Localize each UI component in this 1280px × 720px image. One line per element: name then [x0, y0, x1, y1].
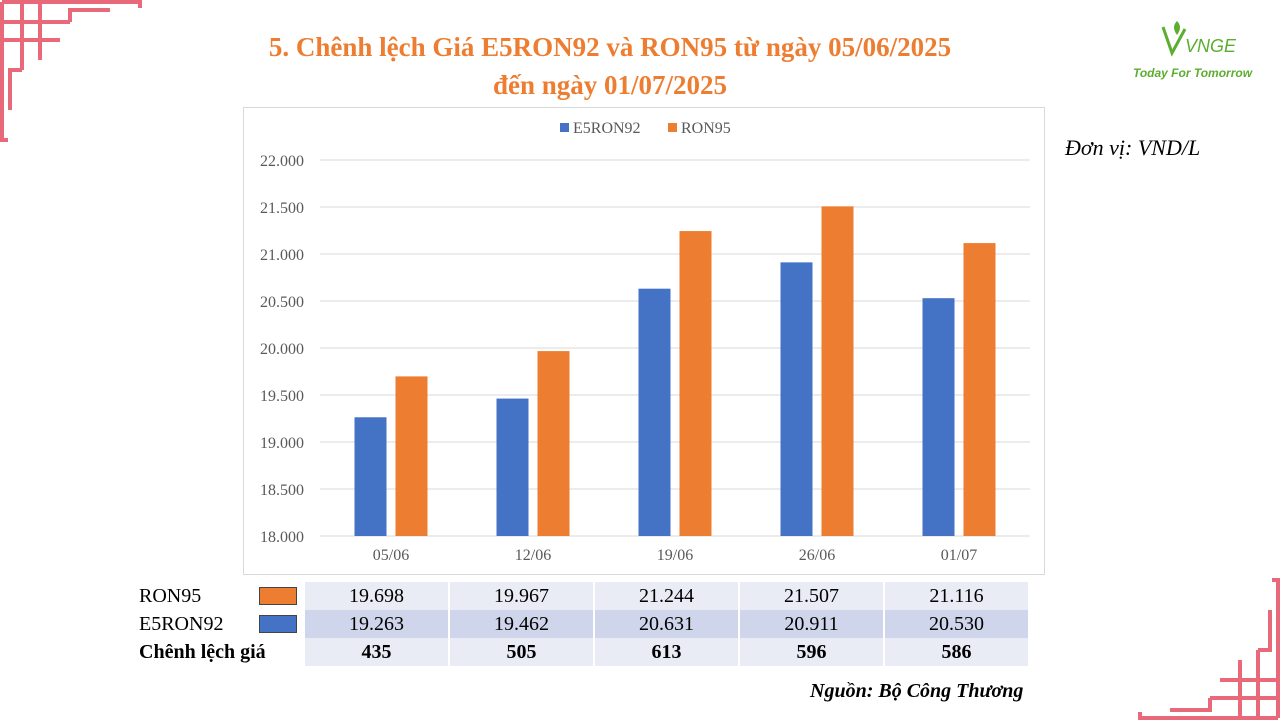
row-label-ron95: RON95 [139, 584, 202, 607]
table-cell: 19.967 [450, 582, 593, 610]
table-cell: 596 [740, 638, 883, 666]
title-line-1: 5. Chênh lệch Giá E5RON92 và RON95 từ ng… [268, 32, 952, 62]
logo-brand: VNGE [1185, 36, 1237, 56]
logo-tagline: Today For Tomorrow [1132, 66, 1253, 80]
table-row: E5RON92 19.263 19.462 20.631 20.911 20.5… [139, 610, 1028, 638]
table-cell: 21.116 [885, 582, 1028, 610]
table-cell: 613 [595, 638, 738, 666]
table-cell: 19.698 [305, 582, 448, 610]
e5ron92-swatch [259, 615, 297, 633]
table-cell: 505 [450, 638, 593, 666]
table-cell: 19.462 [450, 610, 593, 638]
table-cell: 21.244 [595, 582, 738, 610]
source-note: Nguồn: Bộ Công Thương [810, 680, 1024, 702]
corner-ornament-bottom-right [1138, 578, 1280, 720]
table-cell: 20.530 [885, 610, 1028, 638]
table-cell: 586 [885, 638, 1028, 666]
table-row: Chênh lệch giá 435 505 613 596 586 [139, 638, 1028, 666]
page-title: 5. Chênh lệch Giá E5RON92 và RON95 từ ng… [190, 28, 1030, 104]
table-cell: 21.507 [740, 582, 883, 610]
vnge-logo-icon: VNGE [1161, 21, 1237, 57]
chart-frame [243, 107, 1045, 575]
data-table: RON95 19.698 19.967 21.244 21.507 21.116… [137, 582, 1030, 666]
unit-label: Đơn vị: VND/L [1065, 135, 1201, 160]
row-label-diff: Chênh lệch giá [139, 638, 303, 666]
table-row: RON95 19.698 19.967 21.244 21.507 21.116 [139, 582, 1028, 610]
table-cell: 20.631 [595, 610, 738, 638]
table-cell: 19.263 [305, 610, 448, 638]
table-cell: 20.911 [740, 610, 883, 638]
corner-ornament-top-left [0, 0, 142, 142]
title-line-2: đến ngày 01/07/2025 [492, 70, 728, 100]
ron95-swatch [259, 587, 297, 605]
table-cell: 435 [305, 638, 448, 666]
row-label-e5ron92: E5RON92 [139, 612, 224, 635]
